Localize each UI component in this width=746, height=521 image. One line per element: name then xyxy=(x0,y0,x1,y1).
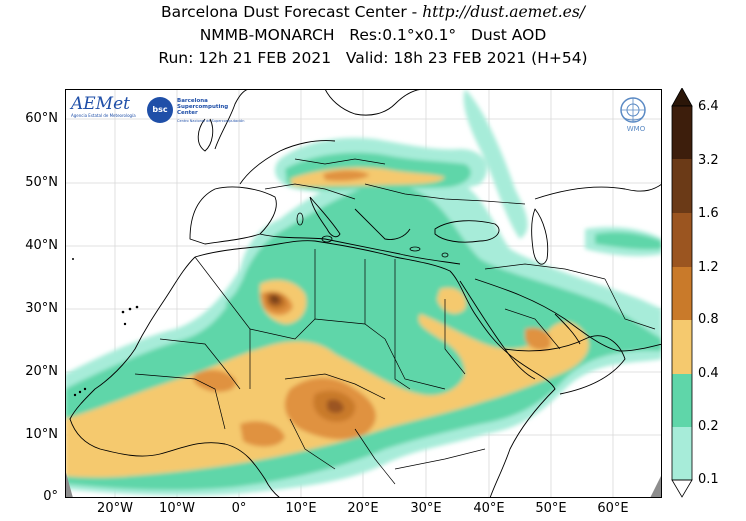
lon-label-10e: 10°E xyxy=(285,501,317,516)
colorbar-label-1.2: 1.2 xyxy=(698,260,719,275)
title-url[interactable]: http://dust.aemet.es/ xyxy=(422,3,586,21)
lon-label-40e: 40°E xyxy=(473,501,505,516)
bsc-name: Barcelona Supercomputing Center xyxy=(177,98,229,116)
lat-label-40n: 40°N xyxy=(25,238,58,253)
colorbar-label-0.8: 0.8 xyxy=(698,312,719,327)
aemet-logo: AEMet Agencia Estatal de Meteorología xyxy=(71,95,143,129)
lat-label-30n: 30°N xyxy=(25,301,58,316)
wmo-logo: WMO xyxy=(618,95,654,139)
title-prefix: Barcelona Dust Forecast Center - xyxy=(160,3,423,21)
colorbar-segment-1.2 xyxy=(672,267,692,320)
colorbar-bottom-arrow xyxy=(671,479,693,498)
colorbar-segment-1.6 xyxy=(672,213,692,267)
lon-label-60e: 60°E xyxy=(597,501,629,516)
aemet-logo-text: AEMet xyxy=(71,94,130,114)
colorbar-label-6.4: 6.4 xyxy=(698,99,719,114)
colorbar-segment-0.2 xyxy=(672,427,692,480)
wmo-emblem-icon xyxy=(620,97,646,123)
lat-label-10n: 10°N xyxy=(25,427,58,442)
islands xyxy=(296,212,449,258)
colorbar-segment-6.4 xyxy=(672,106,692,159)
colorbar-label-3.2: 3.2 xyxy=(698,153,719,168)
lon-label-20e: 20°E xyxy=(347,501,379,516)
colorbar-top-arrow xyxy=(671,87,693,107)
title-line-2: NMMB-MONARCH Res:0.1°x0.1° Dust AOD xyxy=(199,26,547,44)
bsc-circle-icon: bsc xyxy=(147,97,173,123)
atlantic-islands xyxy=(72,258,139,397)
colorbar xyxy=(670,87,694,498)
dust-aod-map: AEMet Agencia Estatal de Meteorología bs… xyxy=(65,89,662,498)
colorbar-label-1.6: 1.6 xyxy=(698,206,719,221)
bsc-logo-text: bsc xyxy=(152,105,168,114)
lat-label-0: 0° xyxy=(43,489,58,504)
colorbar-label-0.1: 0.1 xyxy=(698,472,719,487)
colorbar-segment-3.2 xyxy=(672,159,692,213)
wmo-logo-text: WMO xyxy=(626,125,646,133)
country-borders xyxy=(134,158,656,485)
lon-label-10w: 10°W xyxy=(159,501,195,516)
title-line-1: Barcelona Dust Forecast Center - http://… xyxy=(0,2,746,22)
lon-label-20w: 20°W xyxy=(97,501,133,516)
lon-label-30e: 30°E xyxy=(410,501,442,516)
lat-label-20n: 20°N xyxy=(25,364,58,379)
bsc-logo: bsc Barcelona Supercomputing Center Cent… xyxy=(147,95,267,127)
colorbar-label-0.4: 0.4 xyxy=(698,366,719,381)
lat-label-50n: 50°N xyxy=(25,175,58,190)
coastlines-borders xyxy=(69,89,662,498)
title-line-3: Run: 12h 21 FEB 2021 Valid: 18h 23 FEB 2… xyxy=(158,49,588,67)
lon-label-0: 0° xyxy=(231,501,247,516)
colorbar-segment-0.4 xyxy=(672,374,692,427)
colorbar-segment-0.8 xyxy=(672,320,692,374)
bsc-subtext: Centro Nacional de Supercomputación xyxy=(177,119,245,123)
colorbar-label-0.2: 0.2 xyxy=(698,419,719,434)
dust-field xyxy=(65,89,662,496)
lon-label-50e: 50°E xyxy=(535,501,567,516)
aemet-logo-subtext: Agencia Estatal de Meteorología xyxy=(71,113,136,118)
lat-label-60n: 60°N xyxy=(25,111,58,126)
